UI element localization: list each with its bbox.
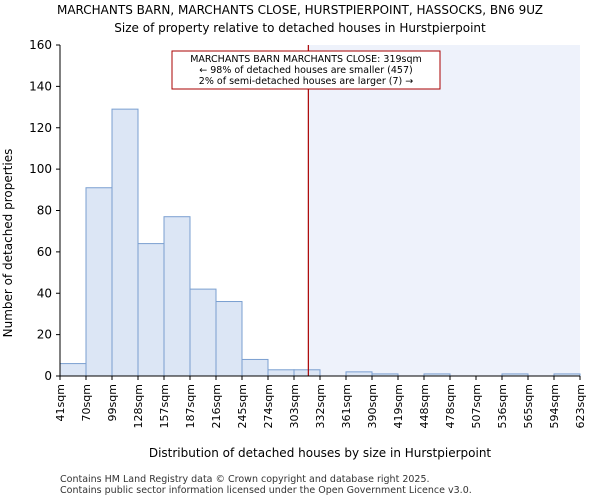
- x-tick-label: 361sqm: [340, 384, 353, 428]
- x-tick-label: 594sqm: [548, 384, 561, 428]
- histogram-bar: [111, 108, 139, 377]
- y-tick-label: 120: [29, 121, 52, 135]
- y-tick-label: 60: [37, 245, 52, 259]
- histogram-bar: [345, 371, 373, 377]
- x-tick-label: 187sqm: [184, 384, 197, 428]
- chart-title: MARCHANTS BARN, MARCHANTS CLOSE, HURSTPI…: [56, 3, 544, 17]
- y-tick-label: 40: [37, 286, 52, 300]
- y-axis-label: Number of detached properties: [1, 149, 15, 338]
- histogram-bar: [241, 358, 269, 377]
- x-tick-label: 565sqm: [522, 384, 535, 428]
- x-tick-label: 245sqm: [236, 384, 249, 428]
- x-tick-label: 41sqm: [54, 384, 67, 421]
- x-tick-label: 623sqm: [574, 384, 587, 428]
- annotation-line-1: MARCHANTS BARN MARCHANTS CLOSE: 319sqm: [190, 54, 422, 65]
- x-tick-label: 99sqm: [106, 384, 119, 421]
- histogram-bar: [267, 369, 295, 377]
- footer-line-1: Contains HM Land Registry data © Crown c…: [60, 474, 430, 485]
- histogram-bar: [85, 187, 113, 377]
- annotation-line-2: ← 98% of detached houses are smaller (45…: [199, 65, 412, 76]
- histogram-bar: [137, 243, 165, 377]
- x-tick-label: 419sqm: [392, 384, 405, 428]
- x-tick-label: 390sqm: [366, 384, 379, 428]
- x-tick-label: 332sqm: [314, 384, 327, 428]
- x-tick-label: 216sqm: [210, 384, 223, 428]
- x-axis-label: Distribution of detached houses by size …: [149, 446, 492, 460]
- footer-line-2: Contains public sector information licen…: [60, 485, 472, 496]
- annotation-box: [171, 50, 441, 90]
- chart-subtitle: Size of property relative to detached ho…: [114, 21, 486, 35]
- x-tick-label: 536sqm: [496, 384, 509, 428]
- x-tick-label: 478sqm: [444, 384, 457, 428]
- histogram-bar: [59, 363, 87, 377]
- annotation-line-3: 2% of semi-detached houses are larger (7…: [199, 76, 413, 87]
- x-tick-label: 303sqm: [288, 384, 301, 428]
- x-tick-label: 70sqm: [80, 384, 93, 421]
- y-tick-label: 140: [29, 79, 52, 93]
- y-tick-label: 0: [44, 369, 52, 383]
- y-tick-label: 100: [29, 162, 52, 176]
- x-tick-label: 274sqm: [262, 384, 275, 428]
- histogram-bar: [163, 216, 191, 377]
- x-tick-label: 128sqm: [132, 384, 145, 428]
- y-tick-label: 80: [37, 204, 52, 218]
- x-tick-label: 507sqm: [470, 384, 483, 428]
- histogram-bar: [189, 288, 217, 377]
- histogram-bar: [293, 369, 321, 377]
- histogram-chart: 0 20 40 60 80 100 120 140 160 41sqm 70sqm 99sqm 128s…: [1, 38, 587, 460]
- y-tick-label: 20: [37, 328, 52, 342]
- y-tick-label: 160: [29, 38, 52, 52]
- larger-region-shade: [308, 45, 580, 376]
- x-tick-label: 448sqm: [418, 384, 431, 428]
- x-tick-label: 157sqm: [158, 384, 171, 428]
- histogram-bar: [215, 301, 243, 377]
